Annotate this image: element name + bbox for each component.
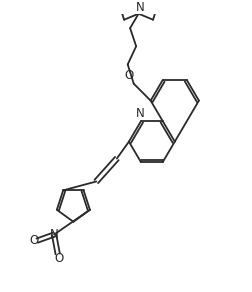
- Text: N: N: [49, 228, 58, 241]
- Text: N: N: [135, 107, 144, 120]
- Text: O: O: [54, 252, 63, 265]
- Text: O: O: [124, 69, 134, 82]
- Text: N: N: [135, 1, 144, 14]
- Text: O: O: [29, 234, 38, 247]
